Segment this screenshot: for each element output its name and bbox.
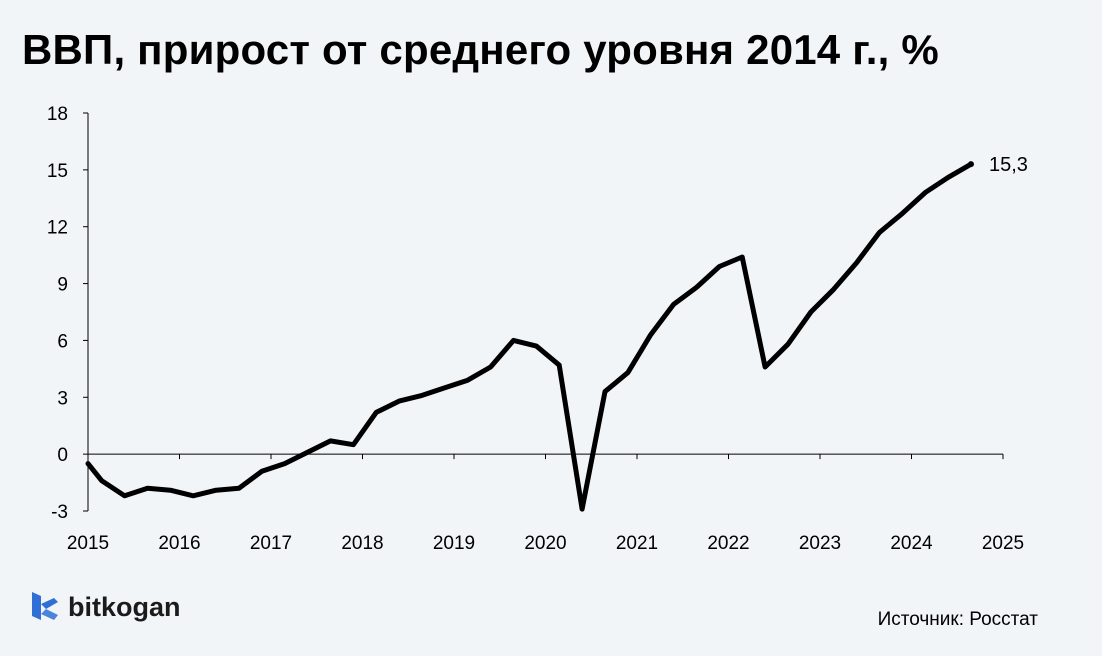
x-tick-label: 2024 <box>890 533 933 554</box>
x-tick-label: 2015 <box>67 533 109 554</box>
x-tick-label: 2022 <box>707 533 749 554</box>
x-tick-label: 2025 <box>982 533 1024 554</box>
y-tick-label: 15 <box>47 161 68 182</box>
x-tick-label: 2021 <box>616 533 658 554</box>
x-tick-label: 2020 <box>524 533 566 554</box>
chart-title: ВВП, прирост от среднего уровня 2014 г.,… <box>22 26 939 73</box>
x-tick-label: 2019 <box>433 533 475 554</box>
brand-name: bitkogan <box>68 591 181 622</box>
brand-logo: bitkogan <box>30 590 181 624</box>
x-tick-label: 2016 <box>158 533 200 554</box>
y-tick-label: 12 <box>47 218 68 239</box>
y-tick-label: 0 <box>57 445 68 466</box>
y-tick-label: 18 <box>47 104 68 125</box>
x-tick-label: 2017 <box>250 533 292 554</box>
series-end-point <box>967 161 974 168</box>
bitkogan-logo-icon <box>32 592 58 620</box>
y-tick-label: 3 <box>57 388 68 409</box>
series-end-label: 15,3 <box>989 154 1028 176</box>
x-tick-label: 2023 <box>799 533 841 554</box>
source-note: Источник: Росстат <box>877 609 1038 630</box>
x-tick-label: 2018 <box>341 533 383 554</box>
gdp-series-line <box>85 161 974 512</box>
y-tick-label: 6 <box>57 331 68 352</box>
y-tick-label: -3 <box>51 502 68 523</box>
y-tick-label: 9 <box>57 275 68 296</box>
